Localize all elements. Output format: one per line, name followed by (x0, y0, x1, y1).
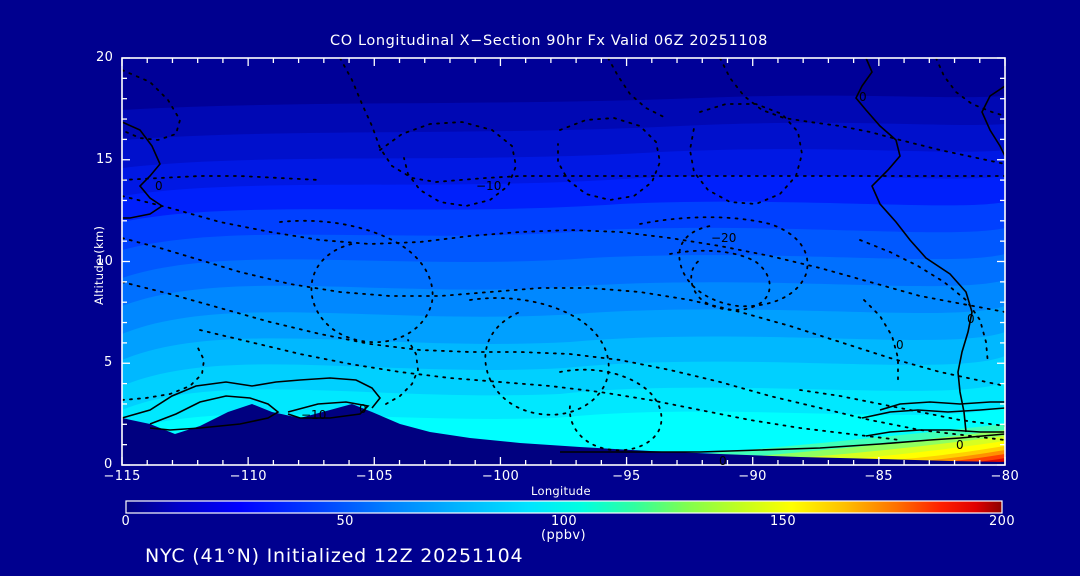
colorbar-tick-label: 150 (770, 514, 797, 529)
colorbar[interactable] (125, 500, 1003, 514)
x-tick-label: −80 (990, 469, 1020, 484)
x-axis-ticks (121, 58, 1006, 465)
contour-label: −20 (711, 231, 737, 245)
colorbar-tick-label: 200 (989, 514, 1016, 529)
colorbar-tick-label: 100 (551, 514, 578, 529)
y-axis-ticks (122, 57, 1005, 466)
page-title: CO Longitudinal X−Section 90hr Fx Valid … (330, 33, 768, 49)
x-tick-label: −85 (864, 469, 893, 484)
terrain-mask (122, 404, 1005, 465)
y-tick-label: 15 (96, 151, 114, 167)
contour-label: 0 (967, 312, 975, 326)
x-tick-label: −105 (355, 469, 394, 484)
x-tick-label: −100 (481, 469, 520, 484)
x-tick-label: −115 (103, 469, 141, 484)
x-axis-label: Longitude (531, 484, 591, 498)
y-tick-label: 5 (104, 355, 113, 371)
x-tick-label: −90 (738, 469, 767, 484)
dotted-contours (122, 58, 1005, 452)
contour-label: 0 (956, 438, 964, 452)
x-tick-label: −95 (612, 469, 641, 484)
y-tick-label: 20 (96, 50, 114, 65)
filled-contour-bands (122, 58, 1005, 465)
contour-label: 0 (896, 338, 904, 352)
x-tick-label: −110 (229, 469, 267, 484)
contour-label: −10 (476, 179, 502, 193)
colorbar-tick-label: 50 (336, 514, 354, 529)
contour-label: 0 (859, 90, 867, 104)
contour-label: 0 (359, 402, 367, 416)
footer-label: NYC (41°N) Initialized 12Z 20251104 (145, 545, 524, 567)
contour-label: −10 (301, 408, 327, 422)
colorbar-tick-label: 0 (121, 514, 131, 529)
plot-area (122, 58, 1005, 465)
contour-label: 0 (155, 179, 163, 193)
colorbar-units-label: (ppbv) (541, 528, 586, 543)
solid-contours (122, 58, 1005, 453)
contour-label: 0 (719, 454, 727, 468)
y-tick-label: 0 (104, 457, 113, 472)
y-tick-label: 10 (96, 253, 114, 269)
y-axis-label: Altitude (km) (92, 225, 106, 305)
